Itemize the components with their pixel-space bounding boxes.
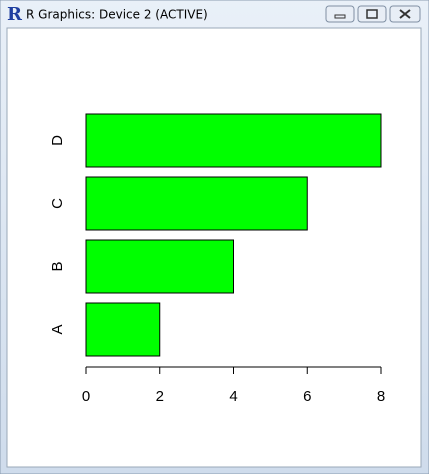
bar	[85, 239, 234, 294]
y-tick-label: C	[49, 198, 66, 209]
bar	[85, 113, 382, 168]
bar	[85, 302, 161, 357]
minimize-button[interactable]	[325, 5, 355, 23]
y-tick-label: A	[49, 324, 66, 334]
y-tick-label: B	[49, 261, 66, 271]
close-button[interactable]	[389, 5, 421, 23]
y-tick-label: D	[49, 135, 66, 146]
x-tick-label: 8	[377, 388, 385, 405]
x-tick-label: 0	[82, 388, 90, 405]
app-icon: R	[7, 4, 23, 25]
maximize-button[interactable]	[357, 5, 387, 23]
window-title: R Graphics: Device 2 (ACTIVE)	[26, 8, 208, 22]
x-tick-label: 2	[156, 388, 164, 405]
x-tick-label: 4	[229, 388, 237, 405]
bar	[85, 176, 308, 231]
x-tick-label: 6	[303, 388, 311, 405]
